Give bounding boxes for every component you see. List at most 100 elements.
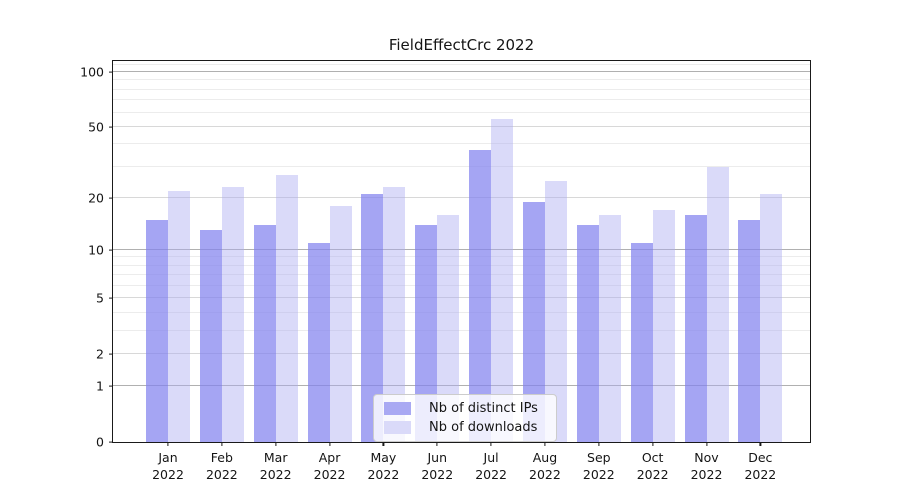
bar-nb-of-downloads-aug (544, 180, 567, 442)
bar-nb-of-downloads-may (383, 187, 406, 442)
x-tick-label-jan: Jan 2022 (152, 449, 184, 484)
gridline-minor-110 (113, 63, 810, 65)
bar-nb-of-distinct-ips-jul (469, 150, 492, 442)
bar-nb-of-downloads-oct (652, 210, 675, 442)
bar-nb-of-downloads-feb (221, 187, 244, 442)
x-tick-year: 2022 (259, 467, 292, 483)
y-tick-label-50: 50 (88, 119, 104, 135)
x-tick-label-feb: Feb 2022 (206, 449, 238, 484)
x-tick-year: 2022 (475, 467, 507, 483)
x-tick-year: 2022 (367, 467, 400, 483)
x-tick-mark-mar (275, 442, 277, 446)
x-tick-mark-feb (221, 442, 223, 446)
x-tick-month: Apr (318, 450, 341, 465)
x-tick-label-mar: Mar 2022 (260, 449, 292, 484)
x-tick-month: Sep (587, 450, 611, 465)
x-tick-label-jul: Jul 2022 (475, 449, 507, 484)
bar-nb-of-distinct-ips-apr (307, 242, 330, 442)
y-tick-label-20: 20 (88, 190, 104, 206)
x-tick-year: 2022 (529, 467, 561, 483)
gridline-minor-4 (113, 312, 810, 314)
legend-label-distinct-ips: Nb of distinct IPs (429, 401, 538, 416)
gridline-minor-30 (113, 165, 810, 167)
plot-area: 0 1 2 5 10 20 50 100 Jan 2022 Feb 2022 Mar 2022 Apr 20… (80, 60, 811, 482)
gridline-minor-40 (113, 143, 810, 145)
bar-nb-of-downloads-dec (760, 194, 783, 442)
x-tick-month: Jan (158, 450, 178, 465)
x-tick-mark-jun (436, 442, 438, 446)
bar-nb-of-downloads-nov (706, 166, 729, 442)
y-tick-label-10: 10 (88, 242, 104, 258)
gridline-minor-3 (113, 329, 810, 331)
legend-swatch-downloads (384, 421, 411, 434)
bar-nb-of-distinct-ips-jun (415, 224, 438, 442)
gridline-1 (113, 385, 810, 387)
y-tick-mark-0 (109, 441, 113, 443)
x-tick-mark-dec (759, 442, 761, 446)
gridline-50 (113, 125, 810, 127)
y-tick-label-100: 100 (80, 64, 104, 80)
bar-nb-of-downloads-apr (329, 206, 352, 442)
gridline-minor-7 (113, 274, 810, 276)
legend-swatch-distinct-ips (384, 402, 411, 415)
x-tick-year: 2022 (636, 467, 669, 483)
bar-nb-of-downloads-sep (598, 214, 621, 442)
x-tick-mark-apr (328, 442, 331, 446)
x-tick-year: 2022 (205, 467, 238, 483)
gridline-minor-9 (113, 256, 810, 258)
y-tick-mark-100 (109, 71, 113, 73)
y-tick-mark-2 (109, 353, 113, 355)
x-tick-year: 2022 (582, 467, 615, 483)
x-tick-month: Dec (748, 450, 773, 465)
x-tick-year: 2022 (152, 467, 184, 483)
x-tick-month: Jun (427, 450, 448, 465)
x-tick-mark-nov (705, 442, 708, 446)
y-tick-mark-50 (109, 126, 113, 128)
x-tick-month: Oct (641, 450, 664, 465)
gridline-100 (113, 71, 810, 73)
y-tick-label-0: 0 (96, 434, 104, 450)
y-tick-mark-10 (109, 249, 113, 251)
gridline-5 (113, 297, 810, 299)
x-tick-label-may: May 2022 (367, 449, 399, 484)
x-tick-year: 2022 (313, 467, 346, 483)
bar-nb-of-distinct-ips-jan (146, 219, 168, 442)
bar-nb-of-distinct-ips-mar (253, 224, 276, 442)
y-tick-label-2: 2 (96, 346, 104, 362)
x-tick-year: 2022 (744, 467, 777, 483)
bar-nb-of-distinct-ips-oct (630, 242, 653, 442)
legend-row-distinct-ips: Nb of distinct IPs (384, 401, 546, 416)
x-tick-mark-jul (490, 442, 492, 446)
gridline-2 (113, 352, 810, 354)
legend: Nb of distinct IPs Nb of downloads (373, 394, 557, 442)
y-tick-label-5: 5 (96, 290, 104, 306)
gridline-minor-70 (113, 99, 810, 101)
legend-row-downloads: Nb of downloads (384, 420, 546, 435)
gridline-minor-8 (113, 264, 810, 266)
bar-nb-of-distinct-ips-may (361, 194, 384, 442)
bar-nb-of-downloads-mar (275, 174, 298, 442)
x-tick-mark-aug (544, 442, 546, 446)
x-tick-mark-sep (598, 442, 600, 446)
bar-nb-of-downloads-jun (437, 214, 460, 442)
legend-label-downloads: Nb of downloads (429, 420, 538, 435)
bar-nb-of-distinct-ips-dec (738, 219, 761, 442)
x-tick-month: May (370, 450, 397, 465)
bar-nb-of-distinct-ips-sep (576, 224, 599, 442)
gridline-minor-80 (113, 88, 810, 90)
bar-nb-of-distinct-ips-aug (522, 201, 545, 442)
gridline-10 (113, 248, 810, 250)
x-tick-label-sep: Sep 2022 (583, 449, 615, 484)
x-tick-month: Feb (210, 450, 233, 465)
x-tick-mark-may (382, 442, 384, 446)
y-tick-mark-20 (109, 197, 113, 199)
x-tick-month: Aug (532, 450, 558, 465)
bar-nb-of-downloads-jul (491, 119, 514, 442)
y-tick-mark-1 (109, 385, 113, 388)
gridline-minor-90 (113, 79, 810, 81)
x-tick-month: Jul (483, 450, 499, 465)
x-tick-month: Mar (263, 450, 288, 465)
bar-nb-of-distinct-ips-feb (199, 230, 222, 442)
x-tick-mark-oct (652, 442, 654, 446)
x-tick-year: 2022 (690, 467, 723, 483)
